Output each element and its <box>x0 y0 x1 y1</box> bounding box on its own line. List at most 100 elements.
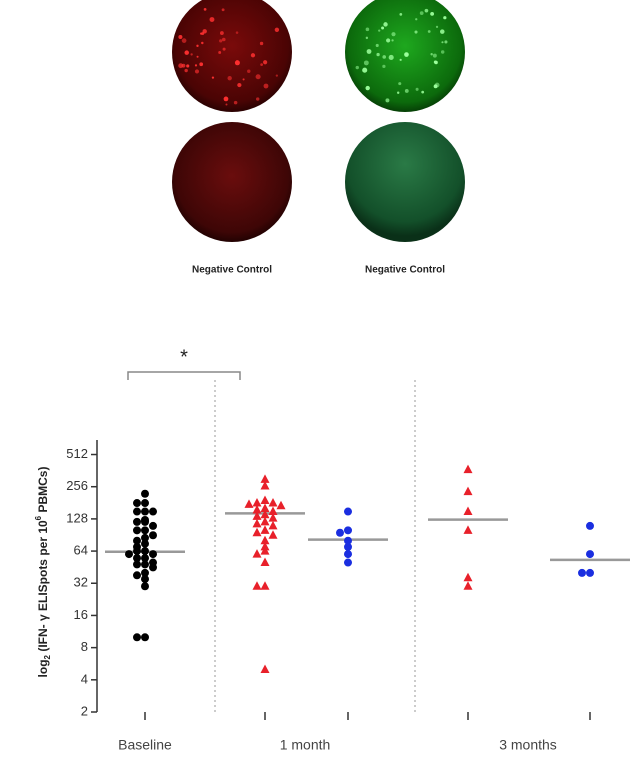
spot <box>184 69 187 72</box>
spot <box>182 38 187 43</box>
data-point <box>464 581 473 590</box>
data-point <box>149 508 157 516</box>
spot <box>204 8 207 11</box>
data-point <box>578 569 586 577</box>
y-tick-label: 128 <box>66 510 88 525</box>
y-axis-label-part: (IFN- γ ELISpots per 10 <box>36 520 50 655</box>
spot <box>385 98 389 102</box>
spot <box>420 11 424 15</box>
spot <box>195 64 197 66</box>
spot <box>421 91 424 94</box>
data-point <box>141 575 149 583</box>
y-axis-label-part: log <box>36 659 50 677</box>
well-label: Negative Control <box>365 265 445 276</box>
data-point <box>133 560 141 568</box>
spot <box>237 83 241 87</box>
y-tick-label: 512 <box>66 446 88 461</box>
y-tick-label: 32 <box>74 575 88 590</box>
spot <box>364 60 369 65</box>
spot <box>225 104 227 106</box>
y-tick-label: 2 <box>81 703 88 718</box>
x-tick-label: Baseline <box>118 737 172 753</box>
spot <box>275 28 279 32</box>
data-point <box>253 581 262 590</box>
spot <box>201 42 203 44</box>
spot <box>382 55 386 59</box>
spot <box>202 29 206 33</box>
data-point <box>261 558 270 567</box>
data-point <box>269 498 278 507</box>
spot <box>383 22 387 26</box>
spot <box>264 84 269 89</box>
data-point <box>269 521 278 530</box>
spot <box>256 97 259 100</box>
spot <box>178 35 182 39</box>
spot <box>190 53 192 55</box>
data-point <box>141 560 149 568</box>
data-point <box>464 487 473 496</box>
spot <box>444 40 447 43</box>
spot <box>441 41 443 43</box>
data-point <box>464 525 473 534</box>
well-image <box>345 122 465 242</box>
y-tick-label: 64 <box>74 543 88 558</box>
data-point <box>261 525 270 534</box>
spot <box>243 78 245 80</box>
y-axis-label-part: PBMCs) <box>36 467 50 516</box>
data-point <box>133 547 141 555</box>
data-point <box>133 508 141 516</box>
spot <box>405 89 409 93</box>
spot <box>434 61 437 64</box>
spot <box>428 30 431 33</box>
spot <box>178 63 183 68</box>
spot <box>263 60 267 64</box>
spot <box>218 51 221 54</box>
data-point <box>464 573 473 582</box>
spot <box>414 30 417 33</box>
spot <box>436 26 438 28</box>
data-point <box>149 531 157 539</box>
spot <box>227 76 231 80</box>
data-point <box>344 543 352 551</box>
y-tick-label: 16 <box>74 607 88 622</box>
data-point <box>141 582 149 590</box>
data-point <box>253 528 262 537</box>
spot <box>378 29 380 31</box>
data-point <box>149 563 157 571</box>
data-point <box>464 507 473 516</box>
spot <box>195 69 199 73</box>
data-point <box>245 499 254 508</box>
y-tick-label: 4 <box>81 671 88 686</box>
spot <box>197 56 199 58</box>
data-point <box>261 581 270 590</box>
well-image <box>172 122 292 242</box>
spot <box>443 16 446 19</box>
spot <box>223 48 226 51</box>
spot <box>366 28 370 32</box>
y-tick-label: 8 <box>81 639 88 654</box>
spot <box>397 92 399 94</box>
spot <box>362 68 367 73</box>
spot <box>376 53 379 56</box>
data-point <box>149 550 157 558</box>
data-point <box>149 522 157 530</box>
spot <box>234 101 238 105</box>
spot <box>222 38 226 42</box>
data-point <box>141 526 149 534</box>
spot <box>236 31 239 34</box>
data-point <box>336 529 344 537</box>
data-point <box>141 499 149 507</box>
spot <box>404 52 409 57</box>
data-point <box>141 547 149 555</box>
spot <box>260 63 263 66</box>
spot <box>199 62 203 66</box>
data-point <box>141 490 149 498</box>
significance-bracket <box>128 372 240 380</box>
well-image <box>172 0 292 112</box>
data-point <box>141 540 149 548</box>
data-point <box>141 518 149 526</box>
x-tick-label: 3 months <box>499 737 557 753</box>
spot <box>247 70 250 73</box>
